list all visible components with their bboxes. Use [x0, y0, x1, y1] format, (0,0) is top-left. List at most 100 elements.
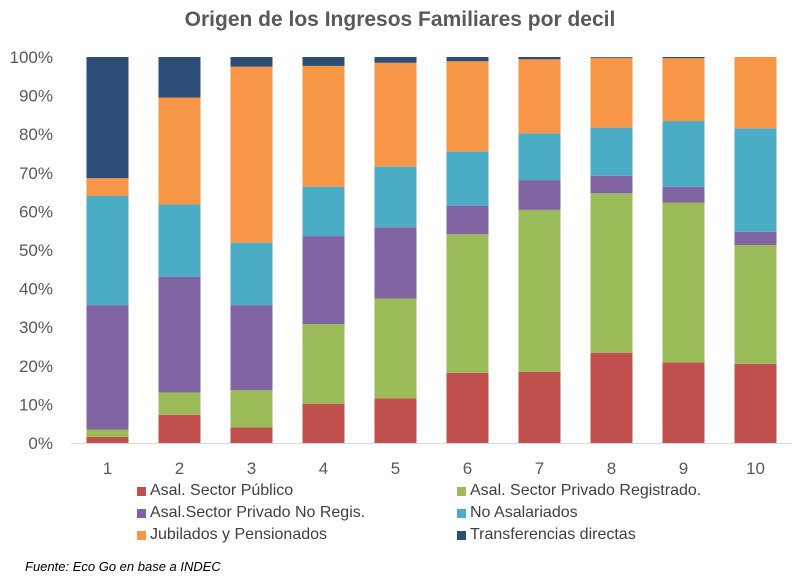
bar-segment [86, 178, 129, 196]
bar-segment [590, 57, 633, 128]
y-axis: 0% 10% 20% 30% 40% 50% 60% 70% 80% 90% 100% [10, 48, 53, 453]
bar-segment [734, 128, 777, 232]
bar-segment [662, 186, 705, 203]
legend-label: Asal. Sector Privado Registrado. [470, 482, 702, 499]
bar-segment [518, 209, 561, 372]
bar-stack [734, 57, 777, 443]
legend-swatch [457, 530, 466, 540]
bar-stack [446, 57, 489, 443]
y-tick-label: 10% [19, 395, 53, 414]
bar-segment [158, 414, 201, 443]
legend-swatch [137, 508, 146, 518]
bar-segment [734, 57, 777, 129]
bar-segment [86, 305, 129, 430]
bar-segment [446, 372, 489, 443]
bar-segment [518, 180, 561, 210]
chart-title: Origen de los Ingresos Familiares por de… [184, 8, 616, 31]
bar-segment [302, 236, 345, 325]
legend-item: Jubilados y Pensionados [137, 526, 327, 544]
x-tick-label: 5 [391, 459, 400, 478]
x-tick-label: 6 [463, 459, 472, 478]
bar-segment [590, 193, 633, 353]
bar-segment [374, 166, 417, 228]
x-tick-label: 9 [679, 459, 688, 478]
bar-segment [86, 195, 129, 306]
bar-segment [662, 362, 705, 443]
y-tick-label: 40% [19, 280, 53, 299]
y-tick-label: 80% [19, 125, 53, 144]
bar-segment [374, 398, 417, 443]
y-tick-label: 60% [19, 202, 53, 221]
bar-segment [230, 242, 273, 306]
bar-segment [86, 429, 129, 437]
bar-segment [446, 61, 489, 152]
legend-label: Jubilados y Pensionados [150, 526, 328, 543]
legend-item: Asal. Sector Público [137, 482, 293, 500]
legend-swatch [457, 508, 466, 518]
y-tick-label: 90% [19, 87, 53, 106]
x-tick-label: 10 [746, 459, 765, 478]
bar-segment [86, 57, 129, 179]
bar-segment [662, 58, 705, 122]
bar-segment [374, 57, 417, 63]
bar-segment [662, 57, 705, 59]
bar-segment [230, 305, 273, 391]
bar-segment [446, 205, 489, 235]
bar-segment [374, 298, 417, 399]
x-tick-label: 1 [103, 459, 112, 478]
bar-segment [230, 66, 273, 243]
bar-segment [446, 234, 489, 373]
bar-stack [518, 57, 561, 443]
bar-segment [158, 276, 201, 393]
bar-segment [446, 151, 489, 206]
x-tick-label: 3 [247, 459, 256, 478]
bar-segment [302, 404, 345, 443]
bar-segment [302, 324, 345, 405]
bar-segment [302, 186, 345, 237]
bar-stack [590, 57, 633, 443]
x-tick-label: 4 [319, 459, 328, 478]
bar-segment [158, 204, 201, 277]
bar-segment [518, 133, 561, 181]
y-tick-label: 50% [19, 241, 53, 260]
bar-segment [86, 436, 129, 443]
legend-label: No Asalariados [470, 504, 578, 521]
bar-segment [590, 127, 633, 176]
legend-item: Asal. Sector Privado Registrado. [457, 482, 701, 500]
legend-swatch [137, 530, 146, 540]
bar-segment [158, 392, 201, 415]
bar-stack [374, 57, 417, 443]
bar-segment [590, 352, 633, 443]
bar-segment [734, 231, 777, 245]
bar-segment [734, 244, 777, 364]
x-axis: 1 2 3 4 5 6 7 8 9 10 [103, 459, 765, 478]
bar-segment [590, 57, 633, 58]
bar-segment [518, 59, 561, 134]
bar-segment [518, 57, 561, 60]
legend-swatch [457, 486, 466, 496]
bar-segment [302, 57, 345, 66]
bar-stack [158, 57, 201, 443]
bar-stack [662, 57, 705, 443]
bar-segment [230, 427, 273, 443]
bar-segment [158, 57, 201, 98]
x-tick-label: 7 [535, 459, 544, 478]
legend-item: Asal.Sector Privado No Regis. [137, 504, 365, 522]
source-note: Fuente: Eco Go en base a INDEC [25, 559, 221, 574]
bar-segment [590, 175, 633, 194]
bar-segment [662, 202, 705, 363]
y-tick-label: 100% [10, 48, 53, 67]
bar-segment [662, 121, 705, 187]
bar-segment [374, 227, 417, 299]
bar-segment [230, 57, 273, 67]
bar-stack [230, 57, 273, 443]
bar-segment [230, 390, 273, 428]
bar-stack [302, 57, 345, 443]
legend-label: Transferencias directas [470, 526, 636, 543]
bar-stack [86, 57, 129, 443]
bar-segment [374, 62, 417, 167]
bar-segment [518, 371, 561, 443]
x-tick-label: 2 [175, 459, 184, 478]
x-tick-label: 8 [607, 459, 616, 478]
